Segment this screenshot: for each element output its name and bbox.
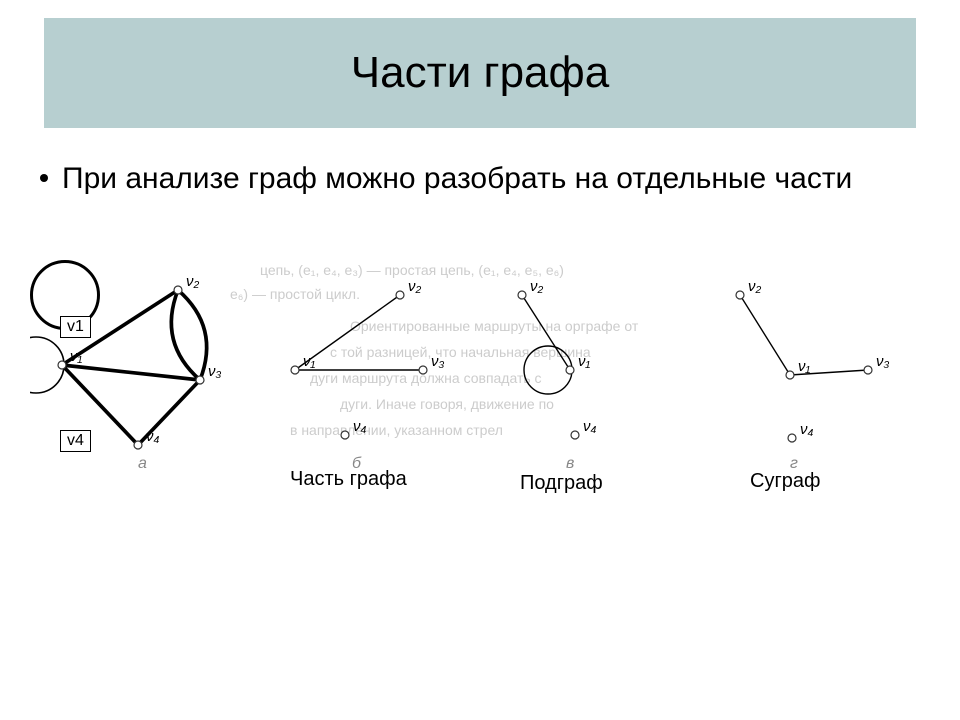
bullet-dot	[40, 174, 48, 182]
node-label-v1: ν₁	[70, 348, 83, 365]
node-label-v3: ν₃	[876, 353, 890, 370]
edge	[740, 295, 790, 375]
subfig-letter-v: в	[566, 455, 574, 473]
node-v2	[174, 286, 182, 294]
node-label-v2: ν₂	[408, 278, 422, 295]
edge	[522, 295, 570, 370]
edge	[178, 290, 207, 380]
node-v2	[736, 291, 744, 299]
node-label-v4: ν₄	[146, 428, 160, 445]
box-label-v1: v1	[60, 316, 91, 338]
node-v4	[341, 431, 349, 439]
diagram-g-sugraph: ν₁ ν₂ ν₃ ν₄	[700, 270, 910, 470]
node-v1	[786, 371, 794, 379]
node-label-v2: ν₂	[748, 278, 762, 295]
node-v1	[58, 361, 66, 369]
node-v3	[419, 366, 427, 374]
node-label-v3: ν₃	[208, 363, 222, 380]
node-label-v4: ν₄	[353, 418, 367, 435]
node-label-v1: ν₁	[798, 358, 811, 375]
bullet-text: При анализе граф можно разобрать на отде…	[62, 160, 852, 198]
diagram-b-part: ν₁ ν₂ ν₃ ν₄	[265, 270, 465, 470]
node-v3	[864, 366, 872, 374]
node-label-v3: ν₃	[431, 353, 445, 370]
node-label-v1: ν₁	[303, 353, 316, 370]
node-v3	[196, 376, 204, 384]
node-label-v4: ν₄	[800, 421, 814, 438]
box-label-v4: v4	[60, 430, 91, 452]
node-label-v2: ν₂	[186, 273, 200, 290]
node-v4	[134, 441, 142, 449]
slide-title: Части графа	[351, 48, 609, 98]
bullet-row: При анализе граф можно разобрать на отде…	[40, 160, 880, 198]
node-v2	[396, 291, 404, 299]
diagram-v-subgraph: ν₁ ν₂ ν₄	[480, 270, 680, 470]
node-v4	[571, 431, 579, 439]
title-band: Части графа	[44, 18, 916, 128]
edge	[62, 365, 200, 380]
node-label-v2: ν₂	[530, 278, 544, 295]
node-v4	[788, 434, 796, 442]
node-label-v1: ν₁	[578, 353, 591, 370]
subfig-letter-a: а	[138, 455, 147, 473]
caption-subgraph: Подграф	[520, 472, 603, 495]
node-v1	[566, 366, 574, 374]
slide: Части графа При анализе граф можно разоб…	[0, 0, 960, 720]
node-label-v4: ν₄	[583, 418, 597, 435]
diagram-area: цепь, (e₁, e₄, e₃) — простая цепь, (e₁, …	[30, 260, 930, 500]
caption-part: Часть графа	[290, 468, 407, 491]
caption-sugraph: Суграф	[750, 470, 820, 493]
node-v2	[518, 291, 526, 299]
node-v1	[291, 366, 299, 374]
edge	[171, 290, 200, 380]
self-loop	[524, 346, 572, 394]
